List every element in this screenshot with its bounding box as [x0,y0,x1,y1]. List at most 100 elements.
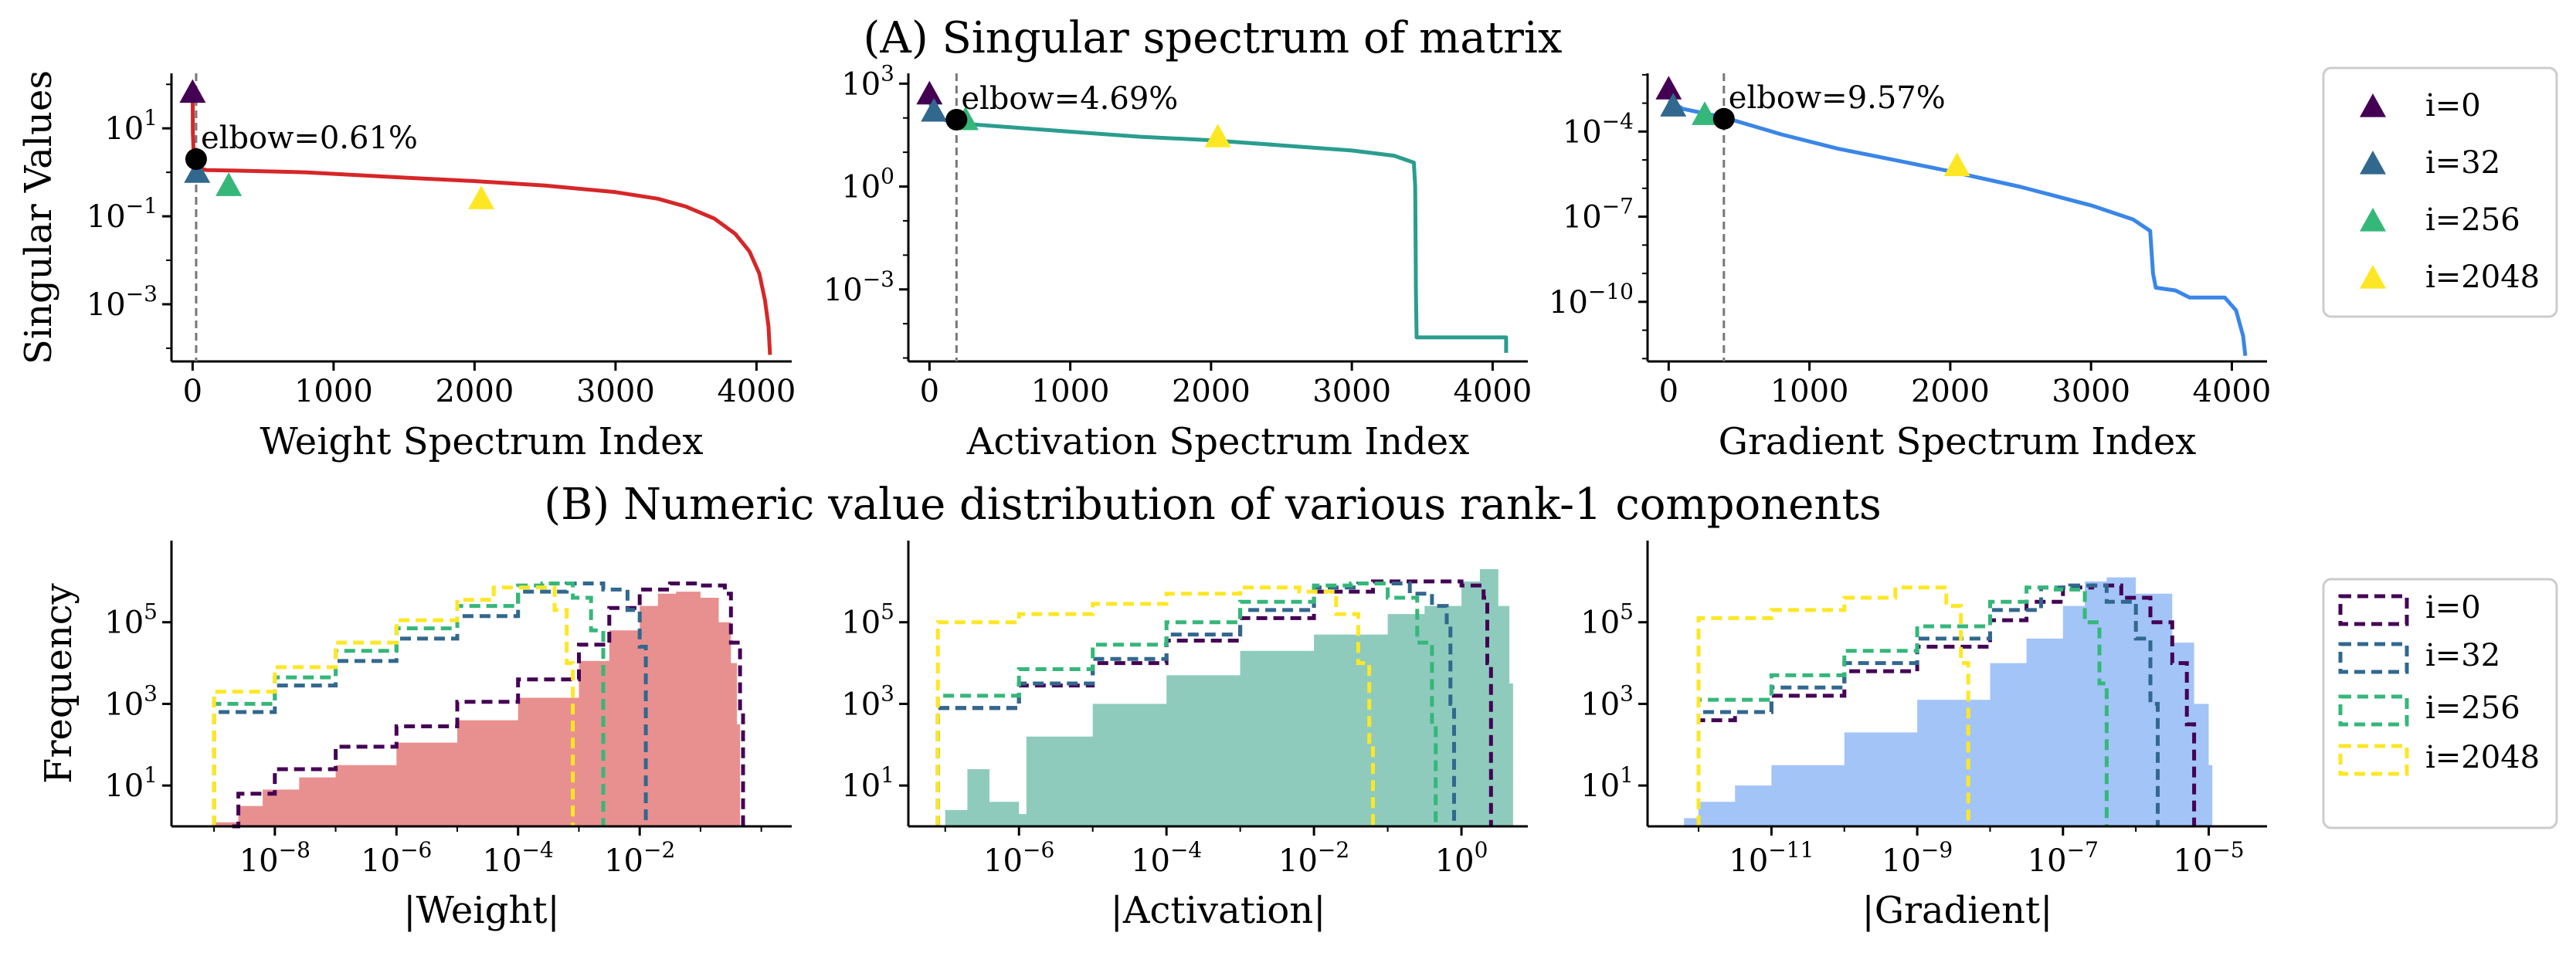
legend-b-label-1: i=32 [2425,638,2500,673]
x-tick-label: 4000 [2193,374,2272,409]
x-tick-label: 10−9 [1882,837,1953,879]
x-tick-label: 3000 [576,374,655,409]
x-tick-label: 10−11 [1729,837,1814,879]
series-i-2048 [212,585,575,826]
legend-a-frame [2322,66,2558,318]
marker-i0 [1655,76,1682,100]
y-tick-label: 101 [1580,762,1634,804]
x-tick-label: 10−4 [483,837,554,879]
y-tick-label: 101 [104,762,158,804]
panel-weight-histogram: 10−8 10−6 10−4 10−2 101 103 105 |Weight| Frequen… [37,541,792,932]
y-tick-label: 101 [104,105,158,147]
y-tick-label: 10−3 [823,266,894,308]
panel-activation-spectrum: 0 1000 2000 3000 4000 10−3 100 103 Activation Sp… [823,60,1532,463]
x-tick-label: 10−2 [1278,837,1349,879]
legend-b-marker-3 [2338,744,2409,776]
legend-b-label-0: i=0 [2425,590,2481,626]
marker-i2048 [468,185,495,209]
series-i-2048 [1696,585,1970,826]
marker-i0 [916,80,943,105]
elbow-point [185,148,207,171]
legend-a-label-3: i=2048 [2425,259,2540,295]
x-tick-label: 1000 [294,374,373,409]
x-tick-label: 4000 [1454,374,1532,409]
legend-b-marker-0 [2338,594,2409,626]
x-tick-label: 3000 [1312,374,1391,409]
x-tick-label: 10−2 [604,837,675,879]
x-tick-label: 1000 [1031,374,1110,409]
marker-i32 [921,97,948,122]
marker-i256 [216,172,243,196]
x-tick-label: 10−5 [2173,837,2244,879]
x-tick-label: 0 [920,374,939,409]
x-tick-label: 2000 [1172,374,1251,409]
legend-a: i=0 i=32 i=256 i=2048 [2322,66,2558,318]
panel-weight-spectrum: 0 1000 2000 3000 4000 10−3 10−1 101 Weight Spect… [17,70,796,463]
marker-i0 [179,79,206,103]
series-i-32 [935,582,1456,826]
series-i-256 [935,582,1438,826]
x-tick-label: 0 [183,374,202,409]
marker-i2048 [1943,152,1970,177]
x-tick-label: 10−8 [239,837,311,879]
panel-gradient-histogram: 10−11 10−9 10−7 10−5 101 103 105 |Gradient| [1580,541,2267,932]
x-tick-label: 10−4 [1131,837,1202,879]
marker-i256 [1692,101,1719,125]
x-tick-label: 100 [1435,837,1488,879]
panel-gradient-spectrum: 0 1000 2000 3000 4000 10−10 10−7 10−4 Gradient S… [1549,73,2271,463]
series-i-256 [1696,585,2109,826]
row-b-title: (B) Numeric value distribution of variou… [544,480,1881,530]
x-tick-label: 10−6 [361,837,432,879]
marker-i2048 [1204,124,1231,148]
legend-b: i=0 i=32 i=256 i=2048 [2322,578,2558,829]
x-tick-label: 3000 [2052,374,2130,409]
legend-b-marker-2 [2338,694,2409,727]
row-a-title: (A) Singular spectrum of matrix [864,13,1563,63]
series-i-0 [232,582,745,829]
histogram-fill [945,569,1513,826]
series-i-0 [935,579,1493,826]
series-i-32 [1696,583,2160,826]
x-tick-label: 4000 [717,374,796,409]
elbow-label: elbow=4.69% [961,81,1178,117]
x-axis-label: Activation Spectrum Index [966,420,1470,463]
legend-a-label-1: i=32 [2425,145,2500,181]
x-tick-label: 2000 [435,374,514,409]
histogram-fill [1684,577,2213,826]
x-axis-label: |Activation| [1111,889,1326,932]
y-axis-label: Singular Values [17,70,60,365]
x-tick-label: 10−7 [2028,837,2099,879]
series-i-2048 [935,585,1375,826]
legend-b-marker-1 [2338,642,2409,674]
y-tick-label: 100 [841,164,894,205]
elbow-point [1712,107,1735,130]
y-tick-label: 10−7 [1563,194,1634,236]
x-axis-label: Weight Spectrum Index [260,420,703,463]
elbow-point [945,108,968,131]
x-tick-label: 2000 [1911,374,1990,409]
y-tick-label: 10−4 [1563,108,1634,150]
marker-i32 [184,159,211,183]
y-tick-label: 103 [841,60,894,102]
y-tick-label: 101 [841,762,894,804]
legend-b-frame [2322,578,2558,829]
x-tick-label: 10−6 [983,837,1054,879]
series-i-32 [212,582,648,826]
y-tick-label: 10−3 [87,281,158,323]
legend-a-marker-1 [2360,151,2386,175]
x-tick-label: 1000 [1770,374,1849,409]
legend-a-label-0: i=0 [2425,88,2481,124]
series-i-256 [212,582,606,826]
x-axis-label: Gradient Spectrum Index [1719,420,2197,463]
y-tick-label: 105 [104,599,158,641]
y-tick-label: 103 [1580,680,1634,722]
y-tick-label: 105 [841,599,894,641]
y-tick-label: 103 [841,680,894,722]
x-axis-label: |Weight| [403,889,559,932]
elbow-label: elbow=0.61% [201,120,418,156]
y-tick-label: 105 [1580,599,1634,641]
histogram-fill [214,592,741,826]
elbow-label: elbow=9.57% [1729,80,1946,116]
y-axis-label: Frequency [37,583,80,784]
x-tick-label: 0 [1659,374,1678,409]
